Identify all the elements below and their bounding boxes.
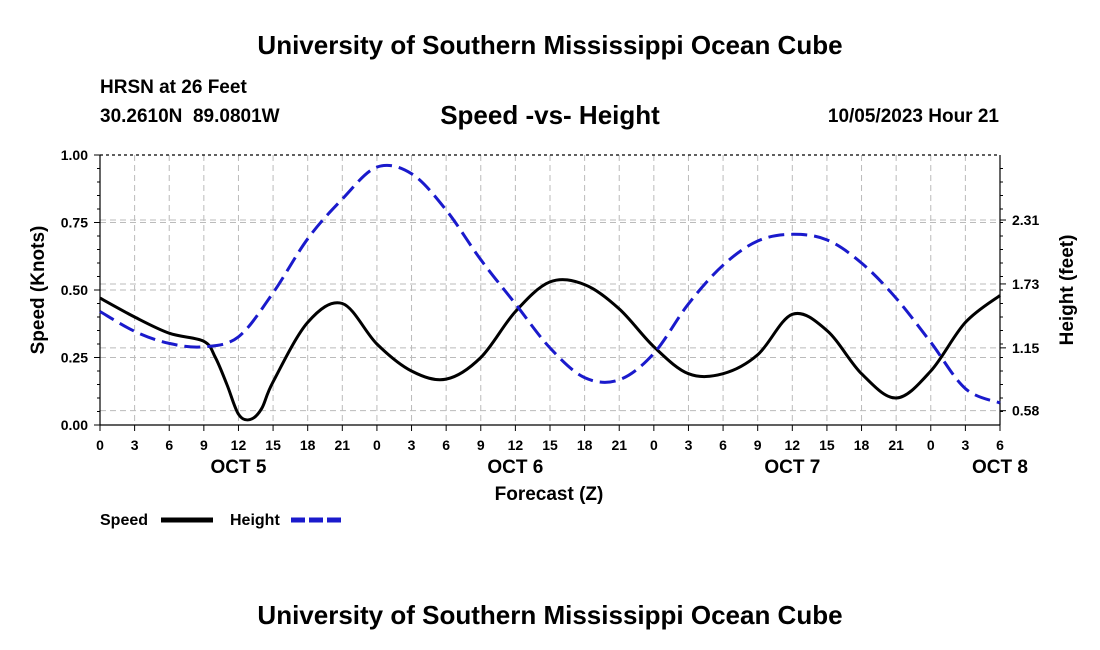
series-line-speed [99,278,1001,422]
x-tick-label: 12 [231,437,247,453]
y2-tick-label: 1.73 [1012,276,1039,292]
x-tick-label: 0 [650,437,658,453]
x-tick-label: 21 [611,437,627,453]
y-tick-label: 1.00 [61,147,88,163]
series-line-height [99,163,1001,405]
legend: Speed Height [100,512,343,529]
coordinates-label: 30.2610N 89.0801W [100,106,280,127]
x-tick-label: 3 [961,437,969,453]
x-tick-label: 12 [785,437,801,453]
x-tick-label: 15 [819,437,835,453]
x-tick-label: 9 [200,437,208,453]
x-tick-label: 6 [996,437,1004,453]
footer-title: University of Southern Mississippi Ocean… [257,600,843,630]
x-tick-label: 15 [265,437,281,453]
y-tick-label: 0.25 [61,350,88,366]
x-tick-label: 3 [685,437,693,453]
chart-subtitle: Speed -vs- Height [440,100,660,130]
x-tick-label: 0 [373,437,381,453]
legend-label-height: Height [230,512,280,529]
x-tick-label: 6 [442,437,450,453]
x-tick-label: 18 [577,437,593,453]
x-tick-label: 3 [408,437,416,453]
legend-label-speed: Speed [100,512,148,529]
y2-tick-label: 0.58 [1012,403,1039,419]
x-tick-label: 21 [335,437,351,453]
chart-svg: 0 3 6 9 12 15 18 21 0 3 6 9 12 15 18 21 0 3 6 9 12 15 18 21 0 3 6 1… [28,147,1078,529]
datetime-label: 10/05/2023 Hour 21 [827,106,999,127]
x-tick-label: 18 [300,437,316,453]
x-tick-label: 18 [854,437,870,453]
page-title: University of Southern Mississippi Ocean… [257,30,843,60]
x-tick-label: 21 [888,437,904,453]
tick-layer: 0 3 6 9 12 15 18 21 0 3 6 9 12 15 18 21 0 3 6 9 12 15 18 21 0 3 6 1… [61,147,1040,478]
grid-layer [99,155,1001,425]
date-label: OCT 6 [487,457,543,478]
y2-tick-label: 1.15 [1012,340,1039,356]
x-tick-label: 6 [719,437,727,453]
y-tick-label: 0.75 [61,215,88,231]
x-tick-label: 6 [165,437,173,453]
x-tick-label: 9 [754,437,762,453]
date-label: OCT 7 [764,457,820,478]
x-tick-label: 12 [508,437,524,453]
x-tick-label: 15 [542,437,558,453]
series-layer [99,163,1001,422]
station-label: HRSN at 26 Feet [100,77,247,98]
y-axis-label: Speed (Knots) [28,226,49,355]
y-tick-label: 0.50 [61,282,88,298]
x-tick-label: 0 [96,437,104,453]
date-label: OCT 8 [972,457,1028,478]
y2-axis-label: Height (feet) [1057,235,1078,346]
y-tick-label: 0.00 [61,417,88,433]
x-tick-label: 0 [927,437,935,453]
x-tick-label: 9 [477,437,485,453]
y2-tick-label: 2.31 [1012,212,1039,228]
x-axis-label: Forecast (Z) [495,484,604,505]
x-tick-label: 3 [131,437,139,453]
date-label: OCT 5 [210,457,266,478]
